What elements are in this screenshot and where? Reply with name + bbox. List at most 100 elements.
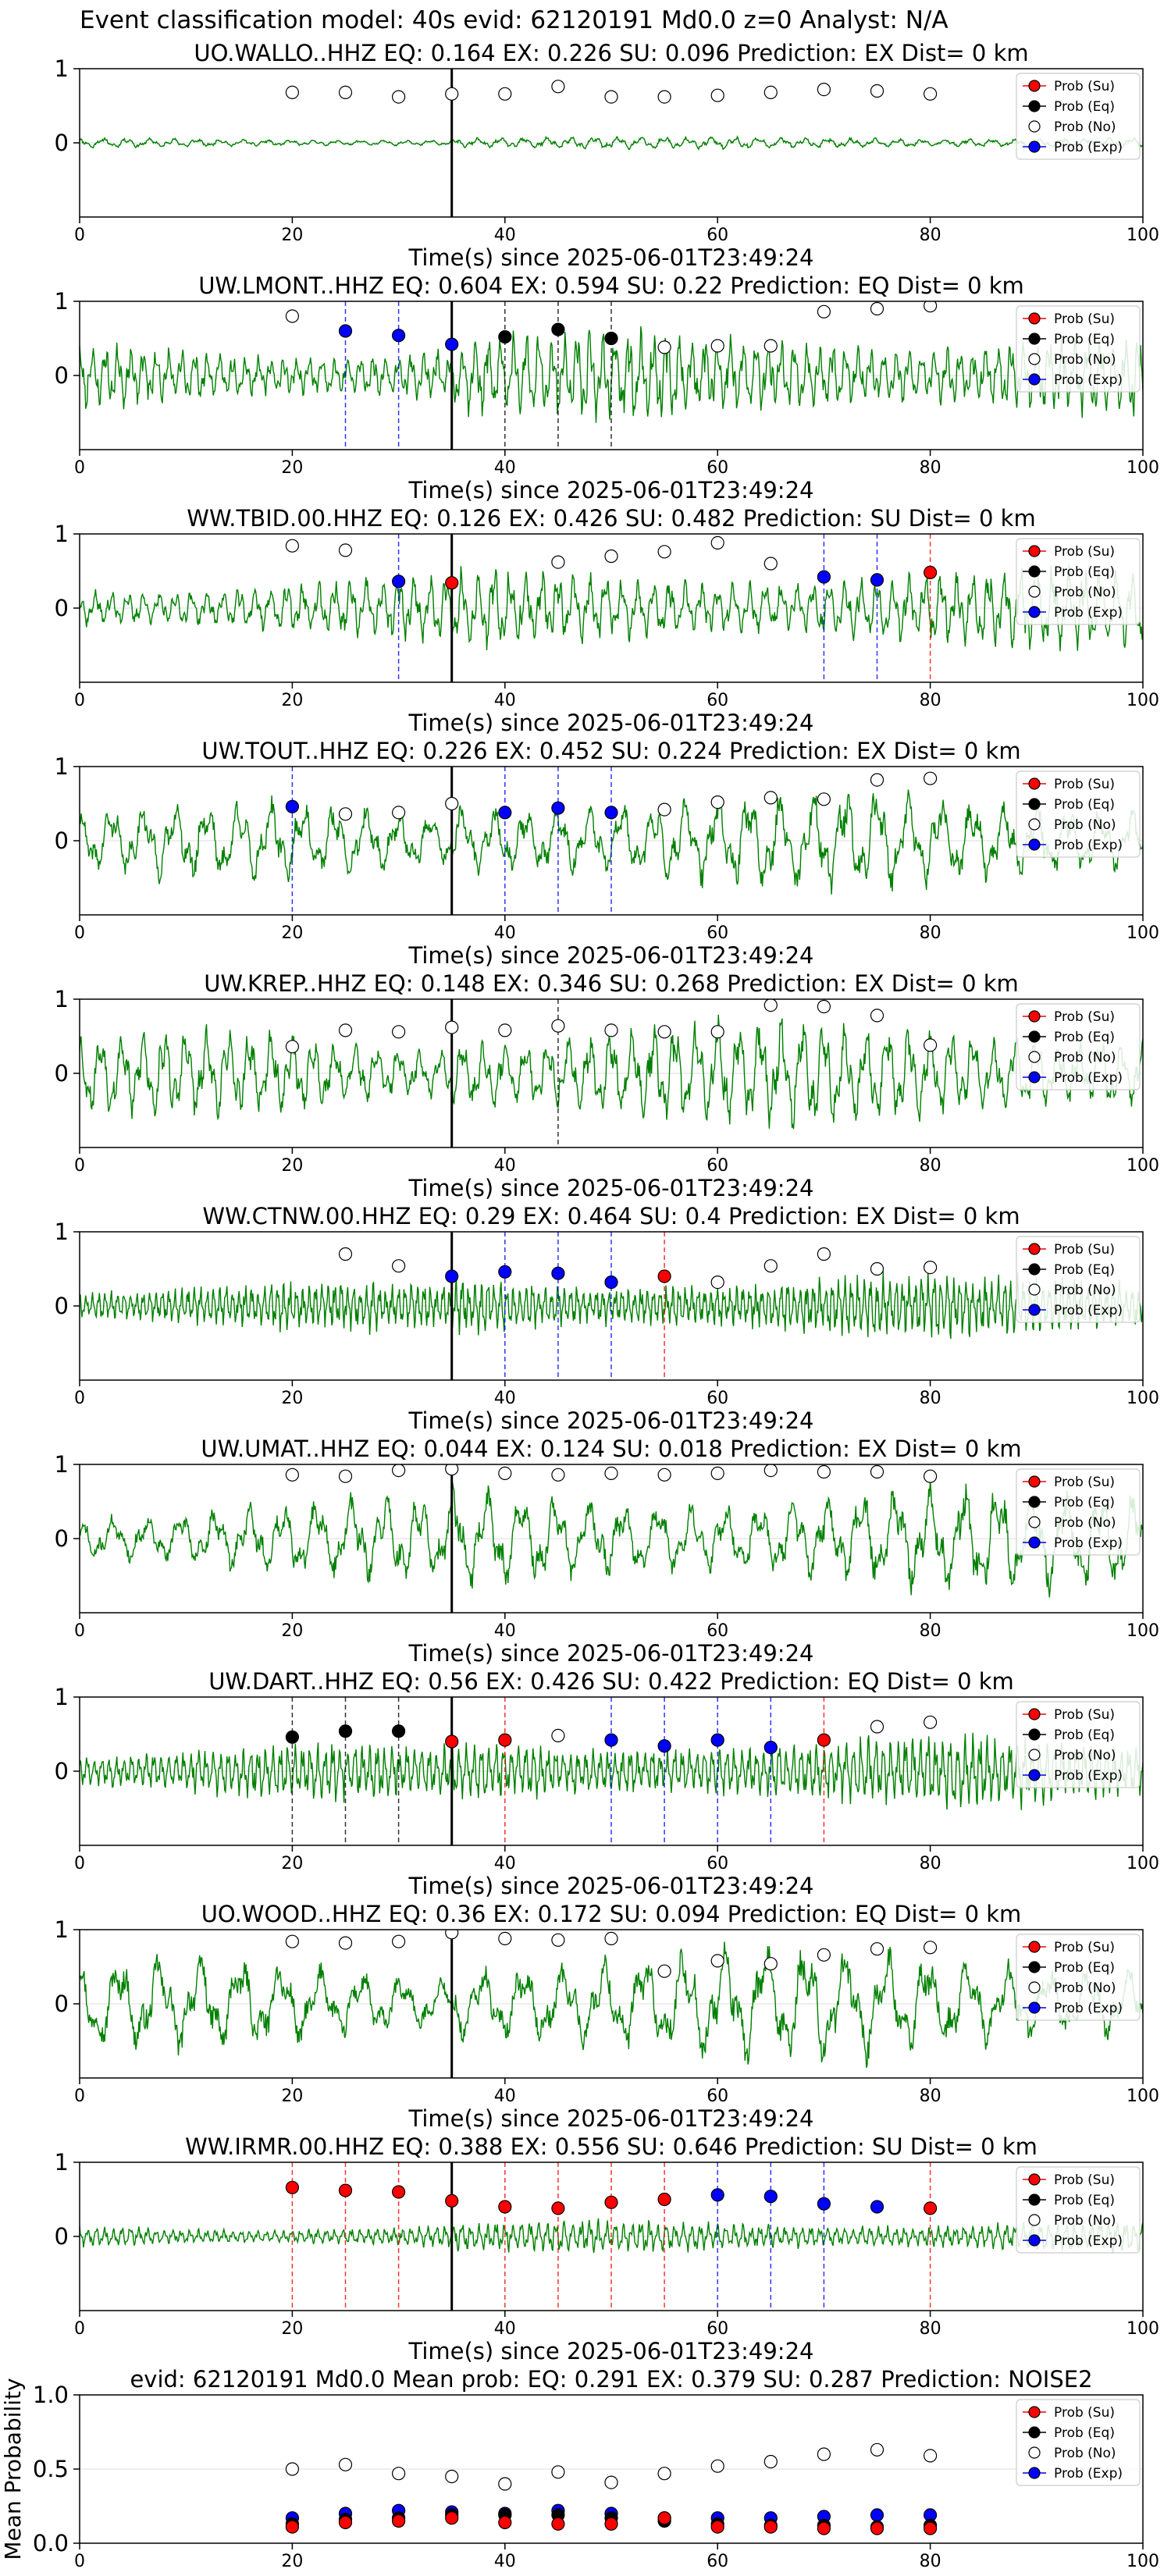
prob-point-exp — [445, 337, 459, 351]
y-tick-label: 1 — [55, 521, 69, 547]
legend-label-eq: Prob (Eq) — [1054, 1960, 1115, 1976]
prob-point-exp — [551, 801, 565, 815]
legend-label-su: Prob (Su) — [1054, 1009, 1115, 1025]
prob-point-no — [710, 535, 724, 550]
prob-point-no — [923, 87, 938, 101]
prob-point-exp — [498, 1265, 512, 1279]
prob-point-eq — [392, 1724, 406, 1738]
prob-point-no — [392, 1464, 406, 1478]
legend-marker-eq — [1028, 1496, 1041, 1508]
legend-marker-no — [1028, 120, 1041, 133]
legend-marker-exp — [1028, 606, 1041, 618]
figure-title: Event classification model: 40s evid: 62… — [80, 6, 949, 34]
x-tick-label: 40 — [494, 2319, 516, 2339]
waveform-trace — [80, 1480, 1143, 1598]
prob-point-su — [445, 1735, 459, 1749]
prob-point-exp — [763, 1741, 778, 1755]
x-tick-label: 100 — [1127, 2319, 1159, 2339]
legend-marker-su — [1028, 1010, 1041, 1023]
panel-title: UW.KREP..HHZ EQ: 0.148 EX: 0.346 SU: 0.2… — [204, 970, 1019, 997]
legend-label-no: Prob (No) — [1054, 2213, 1116, 2229]
x-tick-label: 0 — [74, 1389, 85, 1408]
y-tick-label: 1 — [55, 1219, 69, 1245]
prob-point-su — [657, 2192, 671, 2207]
legend-label-no: Prob (No) — [1054, 352, 1116, 368]
x-tick-label: 40 — [494, 1156, 516, 1176]
legend-marker-su — [1028, 777, 1041, 790]
prob-point-no — [657, 1468, 671, 1482]
legend-label-eq: Prob (Eq) — [1054, 1030, 1115, 1045]
prob-point-no — [392, 90, 406, 104]
mean-prob-point-no — [338, 2457, 353, 2471]
mean-prob-point-su — [498, 2515, 512, 2529]
x-tick-label: 0 — [74, 691, 85, 710]
panel-3: UW.TOUT..HHZ EQ: 0.226 EX: 0.452 SU: 0.2… — [55, 738, 1159, 969]
legend-marker-su — [1028, 1243, 1041, 1255]
x-tick-label: 100 — [1127, 226, 1159, 245]
legend: Prob (Su) Prob (Eq) Prob (No) Prob (Exp) — [1016, 538, 1141, 625]
legend-label-su: Prob (Su) — [1054, 2172, 1115, 2188]
x-axis-label: Time(s) since 2025-06-01T23:49:24 — [408, 1175, 814, 1201]
mean-prob-point-su — [338, 2515, 353, 2529]
x-tick-label: 60 — [707, 1156, 728, 1176]
mean-prob-point-no — [923, 2449, 938, 2463]
prob-point-no — [763, 1464, 778, 1478]
panel-8: UO.WOOD..HHZ EQ: 0.36 EX: 0.172 SU: 0.09… — [55, 1901, 1159, 2132]
legend-label-no: Prob (No) — [1054, 1748, 1116, 1763]
prob-point-no — [657, 545, 671, 559]
legend-box — [1016, 1468, 1141, 1556]
prob-point-no — [763, 85, 778, 100]
prob-point-exp — [604, 1275, 618, 1290]
prob-point-no — [604, 1023, 618, 1037]
legend-box — [1016, 1701, 1141, 1788]
legend-label-eq: Prob (Eq) — [1054, 1262, 1115, 1278]
legend-marker-su — [1028, 2406, 1041, 2418]
mean-prob-point-no — [710, 2459, 724, 2473]
legend-marker-su — [1028, 1708, 1041, 1720]
mean-prob-point-no — [551, 2465, 565, 2479]
legend-box — [1016, 538, 1141, 625]
x-tick-label: 100 — [1127, 691, 1159, 710]
legend-marker-exp — [1028, 141, 1041, 153]
plot-area — [80, 767, 1143, 915]
waveform-trace — [80, 1941, 1143, 2068]
legend-marker-eq — [1028, 1728, 1041, 1741]
legend: Prob (Su) Prob (Eq) Prob (No) Prob (Exp) — [1016, 1468, 1141, 1556]
legend-label-no: Prob (No) — [1054, 1980, 1116, 1996]
prob-point-no — [285, 1468, 299, 1482]
y-tick-label: 0 — [55, 1758, 69, 1784]
legend-box — [1016, 2399, 1141, 2486]
prob-point-no — [338, 807, 353, 821]
prob-point-no — [923, 1260, 938, 1275]
y-tick-label: 0 — [55, 1991, 69, 2017]
legend-label-eq: Prob (Eq) — [1054, 332, 1115, 347]
legend-marker-no — [1028, 2446, 1041, 2459]
x-tick-label: 40 — [494, 1854, 516, 1873]
legend: Prob (Su) Prob (Eq) Prob (No) Prob (Exp) — [1016, 1236, 1141, 1323]
prob-point-no — [657, 802, 671, 817]
legend-marker-no — [1028, 585, 1041, 598]
y-tick-label: 0 — [55, 130, 69, 156]
prob-point-no — [604, 1466, 618, 1481]
prob-point-no — [498, 1023, 512, 1037]
prob-point-eq — [498, 330, 512, 344]
legend-marker-eq — [1028, 798, 1041, 810]
prob-point-su — [817, 1733, 831, 1747]
legend-marker-eq — [1028, 333, 1041, 345]
prob-point-su — [285, 2180, 299, 2194]
prob-point-no — [551, 1019, 565, 1033]
panel-title: UO.WOOD..HHZ EQ: 0.36 EX: 0.172 SU: 0.09… — [201, 1901, 1022, 1927]
legend-marker-su — [1028, 80, 1041, 92]
legend-label-exp: Prob (Exp) — [1054, 1070, 1123, 1086]
mean-prob-point-exp — [870, 2508, 884, 2522]
legend-label-eq: Prob (Eq) — [1054, 2193, 1115, 2208]
x-tick-label: 80 — [920, 1854, 941, 1873]
x-tick-label: 40 — [494, 226, 516, 245]
panel-title: UW.DART..HHZ EQ: 0.56 EX: 0.426 SU: 0.42… — [208, 1668, 1014, 1695]
prob-point-no — [392, 1259, 406, 1273]
legend-box — [1016, 1236, 1141, 1323]
legend-marker-eq — [1028, 1961, 1041, 1973]
x-tick-label: 0 — [74, 2552, 85, 2571]
prob-point-no — [763, 339, 778, 353]
mean-prob-point-no — [392, 2467, 406, 2481]
